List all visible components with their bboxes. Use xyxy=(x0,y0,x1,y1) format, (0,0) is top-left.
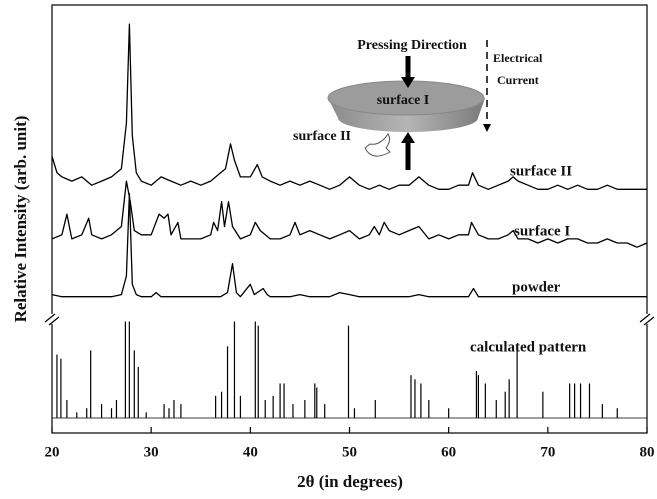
series-label: surface II xyxy=(510,163,572,179)
series-label: calculated pattern xyxy=(470,339,587,355)
axis-break xyxy=(44,313,655,326)
annotation: Current xyxy=(497,73,539,87)
y-axis-title: Relative Intensity (arb. unit) xyxy=(11,116,30,323)
series-line xyxy=(51,192,647,298)
x-tick-label: 70 xyxy=(540,444,555,460)
series-label: powder xyxy=(512,279,561,295)
series-line xyxy=(51,23,647,190)
annotation: surface II xyxy=(293,129,351,144)
series-line xyxy=(51,180,648,248)
x-tick-label: 80 xyxy=(640,444,655,460)
annotation: Pressing Direction xyxy=(357,38,467,53)
inset-diagram xyxy=(327,40,491,170)
x-axis-title: 2θ (in degrees) xyxy=(297,472,403,491)
annotation: Electrical xyxy=(493,51,543,65)
x-tick-label: 20 xyxy=(45,444,60,460)
series-label: surface I xyxy=(514,223,570,239)
x-tick-label: 60 xyxy=(441,444,456,460)
x-tick-label: 40 xyxy=(243,444,258,460)
plot-frame xyxy=(51,4,648,434)
x-tick-label: 50 xyxy=(342,444,357,460)
annotation: surface I xyxy=(377,93,430,108)
x-tick-label: 30 xyxy=(144,444,159,460)
